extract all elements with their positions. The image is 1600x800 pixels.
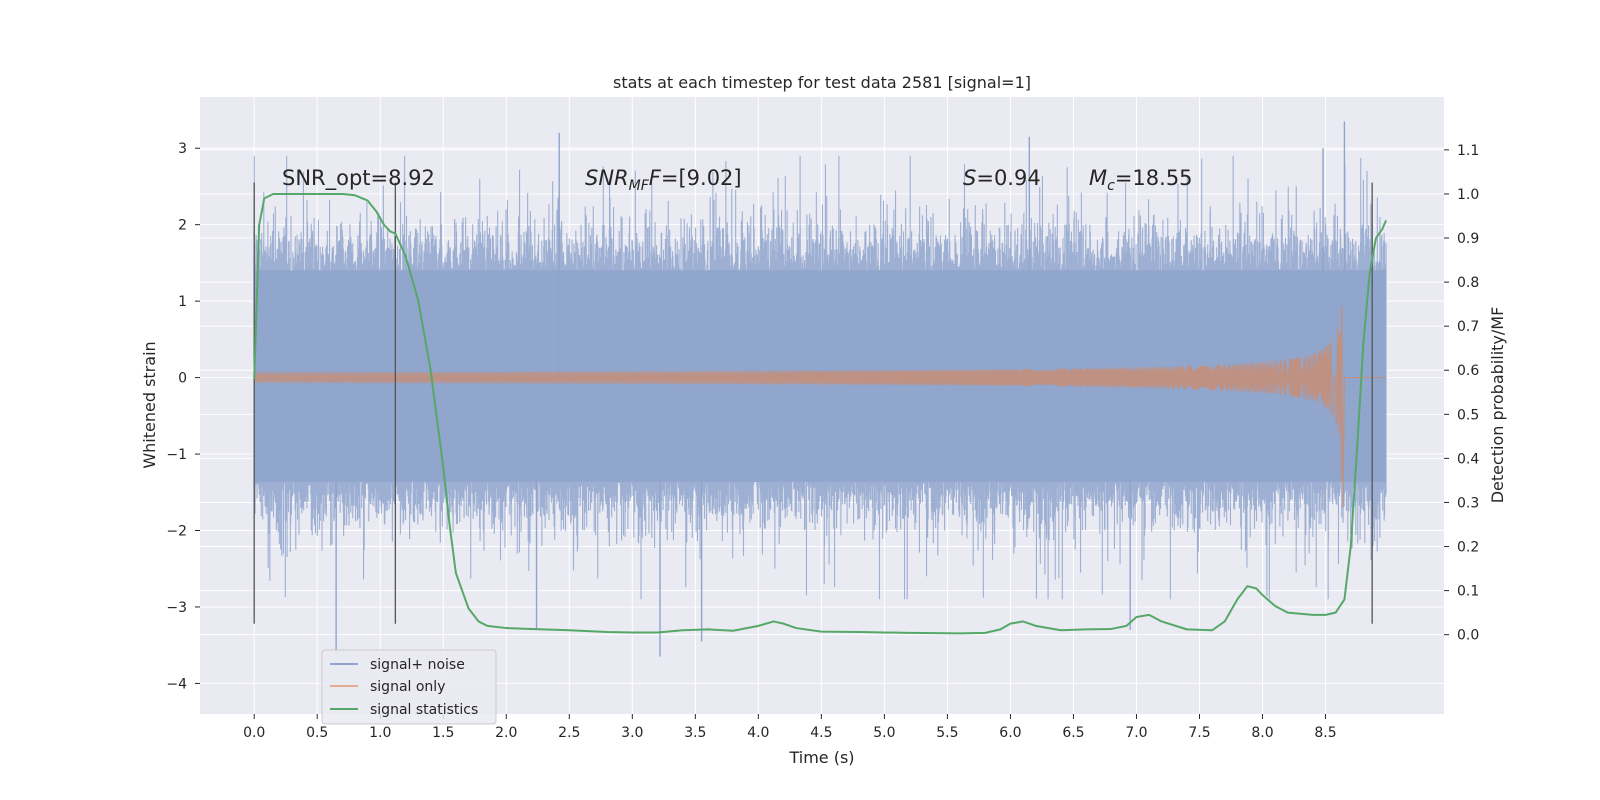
y2-tick-label: 0.3 bbox=[1457, 495, 1479, 511]
signal-only-series bbox=[253, 306, 1387, 508]
y2-tick-label: 0.2 bbox=[1457, 540, 1479, 556]
y2-axis-ticks: 1.1 1.0 0.9 0.8 0.7 0.6 0.5 0.4 0.3 0.2 0.1 0.0 bbox=[1444, 143, 1479, 644]
legend-label-signal-statistics: signal statistics bbox=[370, 702, 478, 718]
x-tick-label: 8.0 bbox=[1251, 725, 1273, 741]
x-tick-label: 7.5 bbox=[1188, 725, 1210, 741]
y-axis-ticks: 3 2 1 0 −1 −2 −3 −4 bbox=[166, 141, 200, 692]
annotation-snr-mf: SNRMFF=[9.02] bbox=[585, 166, 742, 194]
y2-tick-label: 0.7 bbox=[1457, 319, 1479, 335]
x-tick-label: 2.0 bbox=[495, 725, 517, 741]
y2-tick-label: 0.5 bbox=[1457, 407, 1479, 423]
y2-tick-label: 0.4 bbox=[1457, 451, 1479, 467]
y-tick-label: −2 bbox=[166, 524, 187, 540]
legend-label-signal-noise: signal+ noise bbox=[370, 657, 465, 673]
annotation-snr-mf-main: SNR bbox=[585, 166, 629, 190]
y2-tick-label: 0.6 bbox=[1457, 363, 1479, 379]
legend-box bbox=[321, 649, 497, 725]
y2-tick-label: 0.0 bbox=[1457, 628, 1479, 644]
annotation-mc: Mc=18.55 bbox=[1089, 166, 1193, 194]
annotation-s-value: =0.94 bbox=[976, 166, 1040, 190]
y-tick-label: −1 bbox=[166, 447, 187, 463]
signal-trace bbox=[253, 306, 1387, 508]
y-axis-label: Whitened strain bbox=[140, 341, 159, 468]
statistics-line bbox=[253, 192, 1387, 635]
y2-axis-label: Detection probability/MF bbox=[1488, 307, 1507, 504]
x-tick-label: 0.0 bbox=[243, 725, 265, 741]
x-tick-label: 2.5 bbox=[558, 725, 580, 741]
y-tick-label: −4 bbox=[166, 676, 187, 692]
legend-label-signal-only: signal only bbox=[370, 679, 445, 695]
x-tick-label: 5.5 bbox=[936, 725, 958, 741]
y-tick-label: 0 bbox=[178, 371, 187, 387]
x-tick-label: 6.0 bbox=[999, 725, 1021, 741]
x-axis-ticks: 0.0 0.5 1.0 1.5 2.0 2.5 3.0 3.5 4.0 4.5 5.0 5.5 6.0 6… bbox=[243, 714, 1337, 741]
x-tick-label: 3.5 bbox=[684, 725, 706, 741]
annotation-mc-value: =18.55 bbox=[1115, 166, 1193, 190]
x-tick-label: 0.5 bbox=[306, 725, 328, 741]
y-tick-label: −3 bbox=[166, 600, 187, 616]
chart-title: stats at each timestep for test data 258… bbox=[613, 73, 1031, 92]
x-axis-label: Time (s) bbox=[788, 748, 854, 767]
y2-tick-label: 0.9 bbox=[1457, 231, 1479, 247]
y2-tick-label: 1.1 bbox=[1457, 143, 1479, 159]
y-tick-label: 2 bbox=[178, 218, 187, 234]
x-tick-label: 1.0 bbox=[369, 725, 391, 741]
annotation-snr-mf-f: F bbox=[649, 166, 662, 190]
y-tick-label: 1 bbox=[178, 294, 187, 310]
annotation-snr-opt: SNR_opt=8.92 bbox=[282, 166, 435, 191]
x-tick-label: 4.0 bbox=[747, 725, 769, 741]
legend: signal+ noise signal only signal statist… bbox=[321, 649, 497, 725]
x-tick-label: 5.0 bbox=[873, 725, 895, 741]
x-tick-label: 6.5 bbox=[1062, 725, 1084, 741]
x-tick-label: 3.0 bbox=[621, 725, 643, 741]
x-tick-label: 1.5 bbox=[432, 725, 454, 741]
y2-tick-label: 0.1 bbox=[1457, 584, 1479, 600]
x-tick-label: 4.5 bbox=[810, 725, 832, 741]
annotation-s: S=0.94 bbox=[963, 166, 1041, 190]
annotation-mc-sub: c bbox=[1107, 178, 1115, 194]
x-tick-label: 7.0 bbox=[1125, 725, 1147, 741]
annotation-mc-main: M bbox=[1089, 166, 1107, 190]
annotation-s-main: S bbox=[963, 166, 976, 190]
y-tick-label: 3 bbox=[178, 141, 187, 157]
annotation-snr-mf-value: =[9.02] bbox=[661, 166, 742, 190]
y2-tick-label: 0.8 bbox=[1457, 275, 1479, 291]
y2-tick-label: 1.0 bbox=[1457, 187, 1479, 203]
annotation-snr-mf-sub: MF bbox=[629, 178, 650, 194]
x-tick-label: 8.5 bbox=[1314, 725, 1336, 741]
signal-statistics-series bbox=[253, 192, 1387, 635]
